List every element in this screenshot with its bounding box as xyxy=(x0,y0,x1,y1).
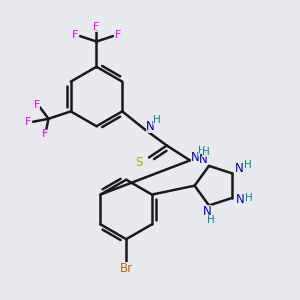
Text: N: N xyxy=(236,193,245,206)
Text: N: N xyxy=(235,162,244,175)
Text: F: F xyxy=(42,129,48,139)
Text: N: N xyxy=(146,120,154,133)
Text: F: F xyxy=(115,30,121,40)
Text: F: F xyxy=(72,30,78,40)
Text: H: H xyxy=(245,194,252,203)
Text: F: F xyxy=(93,22,100,32)
Text: N: N xyxy=(191,151,200,164)
Text: Br: Br xyxy=(120,262,133,275)
Text: H: H xyxy=(153,115,161,125)
Text: H: H xyxy=(198,146,206,157)
Text: H: H xyxy=(244,160,252,170)
Text: N: N xyxy=(199,153,207,166)
Text: H: H xyxy=(207,215,214,225)
Text: S: S xyxy=(135,156,142,169)
Text: N: N xyxy=(203,206,212,218)
Text: H: H xyxy=(202,147,210,157)
Text: F: F xyxy=(25,117,32,128)
Text: F: F xyxy=(34,100,40,110)
